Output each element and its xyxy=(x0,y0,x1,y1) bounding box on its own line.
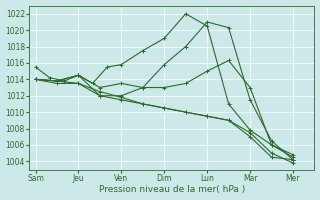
X-axis label: Pression niveau de la mer( hPa ): Pression niveau de la mer( hPa ) xyxy=(99,185,245,194)
